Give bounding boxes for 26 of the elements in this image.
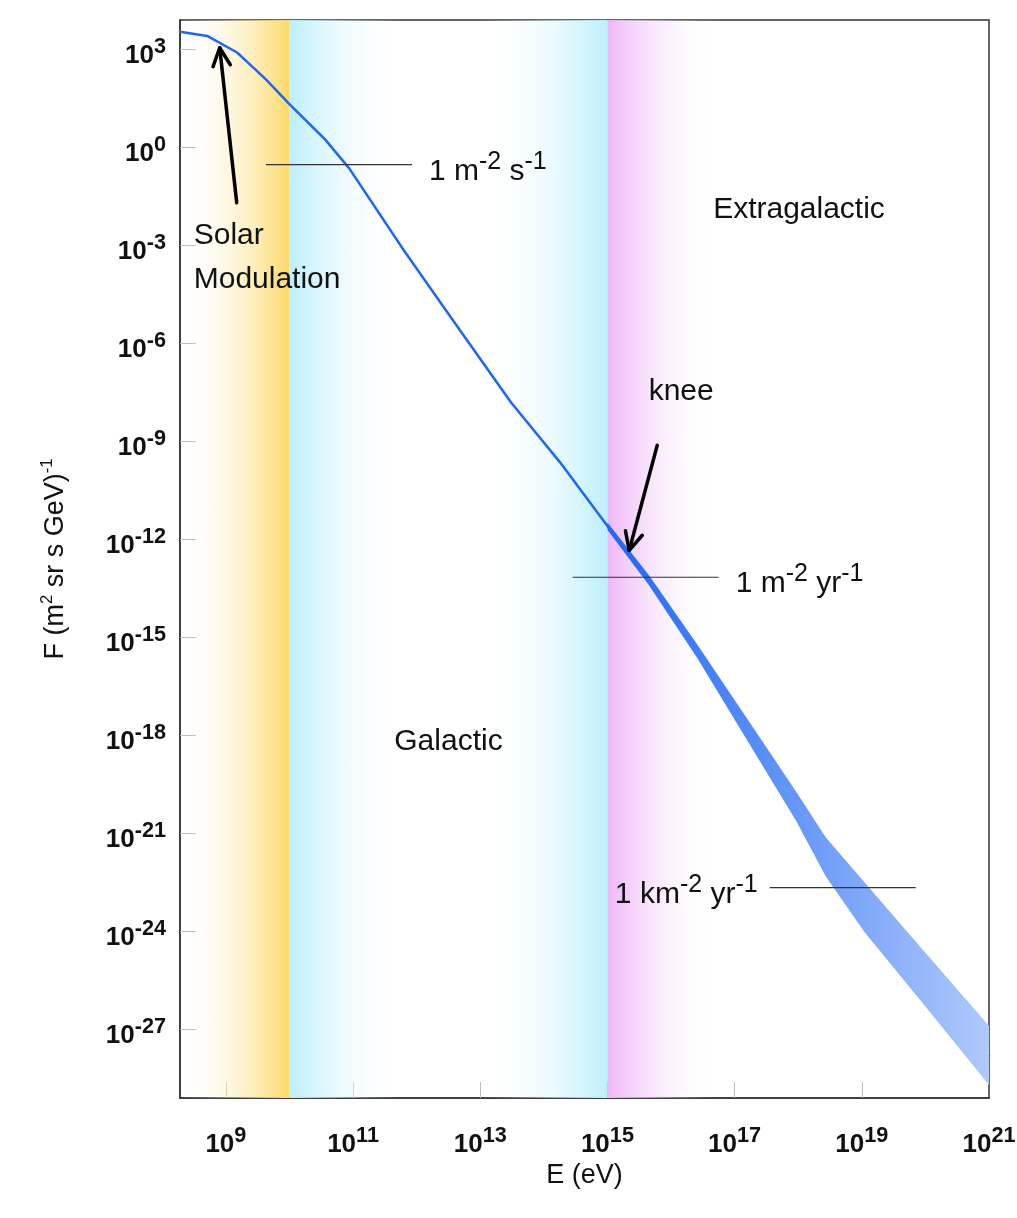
- y-tick-label: 10$^{-27}$: [105, 1011, 166, 1049]
- annotation: 1 km$^{-2}$ yr$^{-1}$: [614, 867, 758, 911]
- y-tick-label: 10$^{-9}$: [117, 423, 166, 461]
- y-tick-label: 10$^{-21}$: [105, 815, 166, 853]
- x-tick-label: 10$^{11}$: [327, 1121, 379, 1158]
- x-tick-label: 10$^{21}$: [962, 1121, 1016, 1158]
- annotation: knee: [648, 372, 714, 409]
- x-tick-label: 10$^{15}$: [580, 1121, 634, 1158]
- x-tick-label: 10$^{19}$: [835, 1121, 889, 1158]
- y-tick-label: 10$^{3}$: [125, 31, 166, 69]
- y-tick-label: 10$^{-3}$: [117, 227, 166, 265]
- y-tick-label: 10$^{0}$: [125, 129, 166, 167]
- band-label: Galactic: [394, 722, 503, 756]
- y-tick-label: 10$^{-24}$: [105, 913, 166, 951]
- x-tick-label: 10$^{13}$: [453, 1121, 507, 1158]
- y-tick-label: 10$^{-6}$: [117, 325, 166, 363]
- annotation: Extragalactic: [713, 190, 885, 226]
- y-tick-label: 10$^{-18}$: [105, 717, 166, 755]
- y-axis-title: F (m2 sr s GeV)-1: [37, 458, 70, 660]
- annotation: 1 m$^{-2}$ s$^{-1}$: [428, 144, 547, 188]
- y-tick-label: 10$^{-15}$: [105, 619, 166, 657]
- x-axis-title: E (eV): [546, 1158, 623, 1189]
- x-tick-label: 10$^{17}$: [708, 1121, 762, 1158]
- x-tick-label: 10$^{9}$: [205, 1121, 247, 1158]
- annotation: 1 m$^{-2}$ yr$^{-1}$: [735, 557, 864, 601]
- y-tick-label: 10$^{-12}$: [105, 521, 166, 559]
